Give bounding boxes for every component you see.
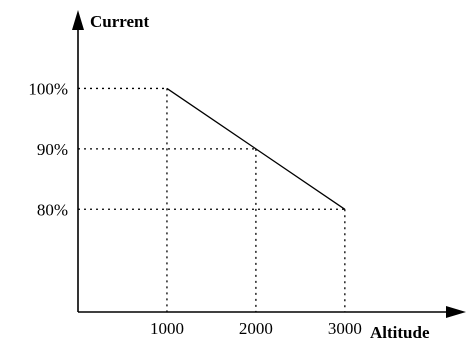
- series-line: [166, 87, 346, 210]
- x-tick-label-1000: 1000: [150, 319, 184, 338]
- y-tick-label-90: 90%: [37, 140, 68, 159]
- y-tick-labels: 100% 90% 80%: [28, 79, 68, 219]
- y-tick-label-80: 80%: [37, 200, 68, 219]
- y-axis-arrow-icon: [72, 10, 84, 30]
- axes: [72, 10, 466, 318]
- x-tick-label-3000: 3000: [328, 319, 362, 338]
- x-tick-label-2000: 2000: [239, 319, 273, 338]
- y-axis-title: Current: [90, 12, 150, 31]
- x-axis-title: Altitude: [370, 323, 430, 342]
- y-tick-label-100: 100%: [28, 79, 68, 98]
- x-tick-labels: 1000 2000 3000: [150, 319, 362, 338]
- guide-lines: [78, 87, 346, 312]
- x-axis-arrow-icon: [446, 306, 466, 318]
- series-group: [166, 87, 346, 210]
